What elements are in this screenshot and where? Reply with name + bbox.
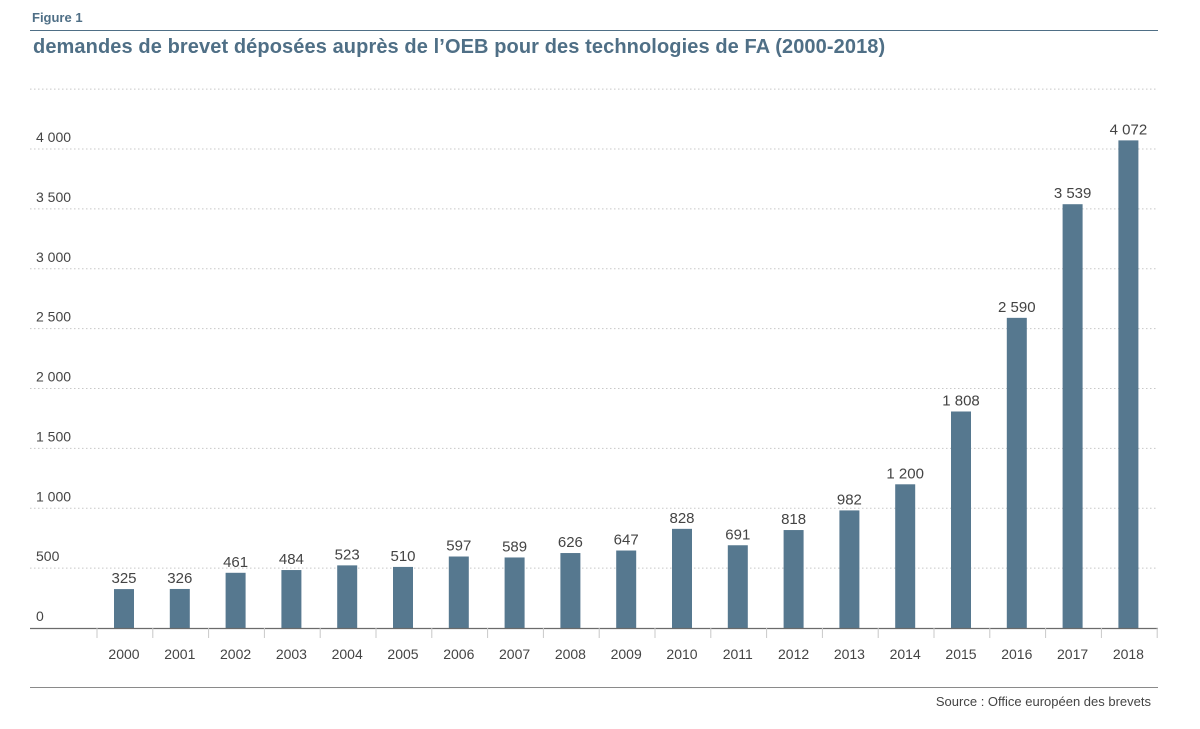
bar <box>839 510 860 628</box>
bar <box>727 545 748 628</box>
bars <box>114 140 1139 629</box>
x-tick-label: 2003 <box>276 646 307 662</box>
value-label: 3 539 <box>1054 185 1092 202</box>
bar <box>672 528 692 628</box>
value-label: 523 <box>335 546 360 563</box>
bar <box>783 530 804 628</box>
x-tick-label: 2007 <box>499 646 530 662</box>
x-tick-label: 2014 <box>890 646 921 662</box>
value-labels: 325 326 461 484 523 510 597 589 626 647 828 691 818 9… <box>111 121 1147 587</box>
y-tick-label: 500 <box>36 548 60 564</box>
y-tick-label: 4 000 <box>36 129 71 145</box>
value-label: 461 <box>223 554 248 571</box>
bar <box>951 411 971 628</box>
x-tick-label: 2010 <box>666 646 697 662</box>
value-label: 828 <box>669 510 694 527</box>
bar <box>560 553 581 628</box>
y-tick-label: 3 000 <box>36 249 71 265</box>
x-tick-label: 2001 <box>164 646 195 662</box>
bar <box>337 565 358 628</box>
value-label: 2 590 <box>998 299 1036 316</box>
value-label: 1 200 <box>886 465 924 482</box>
bar <box>895 484 916 628</box>
value-label: 325 <box>111 570 136 587</box>
y-tick-label: 0 <box>36 608 44 624</box>
bar <box>1006 317 1027 628</box>
bar <box>448 556 469 628</box>
value-label: 647 <box>614 532 639 549</box>
x-tick-label: 2012 <box>778 646 809 662</box>
bar <box>504 557 525 628</box>
bar <box>169 588 190 628</box>
y-tick-label: 1 500 <box>36 428 71 444</box>
x-tick-label: 2005 <box>387 646 418 662</box>
value-label: 589 <box>502 538 527 555</box>
value-label: 484 <box>279 551 304 568</box>
x-tick-label: 2006 <box>443 646 474 662</box>
y-tick-label: 2 500 <box>36 309 71 325</box>
bar <box>1118 140 1139 629</box>
value-label: 1 808 <box>942 392 980 409</box>
x-tick-label: 2017 <box>1057 646 1088 662</box>
x-axis: 2000 2001 2002 2003 2004 2005 2006 2007 2008 2009… <box>30 627 1158 662</box>
figure-label: Figure 1 <box>32 10 83 25</box>
x-tick-label: 2015 <box>945 646 976 662</box>
value-label: 510 <box>390 548 415 565</box>
bar <box>281 570 302 628</box>
x-tick-label: 2018 <box>1113 646 1144 662</box>
value-label: 818 <box>781 511 806 528</box>
value-label: 982 <box>837 491 862 508</box>
bar <box>1062 204 1083 628</box>
value-label: 691 <box>725 526 750 543</box>
grid-lines <box>30 88 1158 569</box>
y-axis-tick-labels: 0 500 1 000 1 500 2 000 2 500 3 000 3 500 4 000 <box>36 129 71 624</box>
title-rule <box>30 30 1158 31</box>
bar <box>114 589 134 628</box>
value-label: 326 <box>167 570 192 587</box>
x-tick-label: 2011 <box>723 646 753 662</box>
bar <box>393 566 413 628</box>
value-label: 4 072 <box>1110 121 1148 138</box>
bar <box>616 550 637 628</box>
y-tick-label: 3 500 <box>36 189 71 205</box>
chart-title: demandes de brevet déposées auprès de l’… <box>33 36 886 58</box>
y-tick-label: 2 000 <box>36 369 71 385</box>
x-tick-label: 2009 <box>611 646 642 662</box>
x-tick-label: 2004 <box>332 646 363 662</box>
x-tick-label: 2016 <box>1001 646 1032 662</box>
footer-rule <box>30 687 1158 688</box>
bar <box>225 572 246 628</box>
source-note: Source : Office européen des brevets <box>935 694 1151 709</box>
value-label: 626 <box>558 534 583 551</box>
x-tick-label: 2000 <box>108 646 139 662</box>
x-tick-label: 2002 <box>220 646 251 662</box>
y-tick-label: 1 000 <box>36 488 71 504</box>
x-tick-label: 2008 <box>555 646 586 662</box>
value-label: 597 <box>446 538 471 555</box>
x-tick-label: 2013 <box>834 646 865 662</box>
